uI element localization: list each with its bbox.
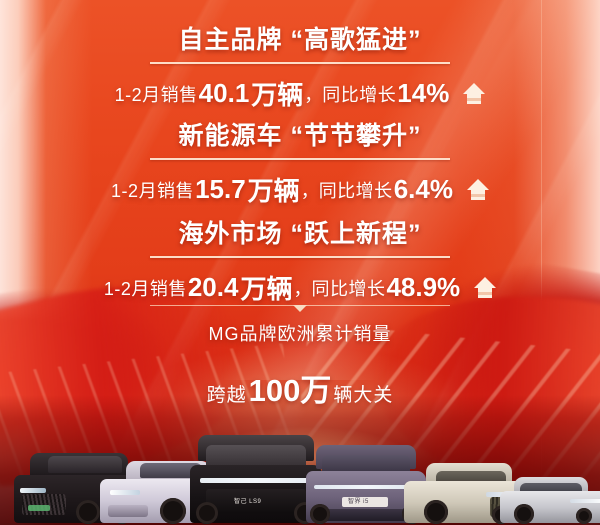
stat-growth-label-2: 同比增长 — [318, 180, 393, 201]
stat-underline-3 — [150, 256, 450, 258]
stat-comma-1: ， — [304, 84, 323, 105]
milestone-prefix: 跨越 — [206, 385, 247, 406]
stat-value-2: 15.7 — [195, 174, 246, 204]
stat-unit-3: 万辆 — [240, 274, 293, 304]
stat-heading-2: 新能源车 “节节攀升” — [178, 122, 422, 150]
car-black-large-suv: 智己 LS9 — [190, 423, 322, 524]
stat-underline-1 — [150, 62, 450, 64]
stat-line-3: 1-2月销售 20.4 万辆 ， 同比增长 48.9% — [0, 269, 600, 306]
stat-line-2: 1-2月销售 15.7 万辆 ， 同比增长 6.4% — [0, 171, 600, 208]
milestone-line1: MG品牌欧洲累计销量 — [208, 324, 392, 344]
car-badge-i5: 智界 i5 — [348, 499, 369, 505]
stat-heading-1: 自主品牌 “高歌猛进” — [178, 26, 422, 54]
stat-growth-value-1: 14% — [397, 78, 450, 108]
up-arrow-icon — [466, 178, 489, 201]
stat-line-1: 1-2月销售 40.1 万辆 ， 同比增长 14% — [0, 75, 600, 112]
stat-prefix-3: 1-2月销售 — [103, 278, 187, 299]
car-lineup: 智己 LS9 智界 i5 — [0, 405, 600, 525]
stat-growth-value-2: 6.4% — [393, 174, 453, 204]
milestone-value: 100万 — [248, 373, 332, 408]
stat-growth-label-1: 同比增长 — [322, 84, 397, 105]
milestone-line2: 跨越100万 辆大关 — [0, 365, 600, 410]
stat-underline-2 — [150, 158, 450, 160]
car-badge-ls9: 智己 LS9 — [234, 499, 262, 505]
stat-unit-1: 万辆 — [251, 80, 304, 110]
caret-down-icon — [293, 305, 307, 312]
stat-value-3: 20.4 — [187, 272, 239, 302]
stat-comma-2: ， — [300, 180, 319, 201]
stat-growth-value-3: 48.9% — [386, 272, 461, 302]
milestone-suffix: 辆大关 — [333, 385, 394, 406]
stat-block-3: 海外市场 “跃上新程” 1-2月销售 20.4 万辆 ， 同比增长 48.9% — [0, 222, 600, 306]
stat-block-1: 自主品牌 “高歌猛进” 1-2月销售 40.1 万辆 ， 同比增长 14% — [0, 28, 600, 112]
stat-block-2: 新能源车 “节节攀升” 1-2月销售 15.7 万辆 ， 同比增长 6.4% — [0, 124, 600, 208]
up-arrow-icon — [474, 276, 497, 299]
stat-prefix-2: 1-2月销售 — [111, 180, 195, 201]
section-divider — [150, 305, 450, 312]
stat-growth-label-3: 同比增长 — [311, 278, 386, 299]
stat-unit-2: 万辆 — [247, 176, 300, 206]
stat-prefix-1: 1-2月销售 — [114, 84, 198, 105]
stat-heading-3: 海外市场 “跃上新程” — [178, 220, 422, 248]
stat-comma-3: ， — [293, 278, 312, 299]
car-silver-coupe — [500, 465, 600, 524]
milestone-block: MG品牌欧洲累计销量 跨越100万 辆大关 — [0, 320, 600, 410]
stat-value-1: 40.1 — [198, 78, 250, 108]
up-arrow-icon — [463, 82, 486, 105]
